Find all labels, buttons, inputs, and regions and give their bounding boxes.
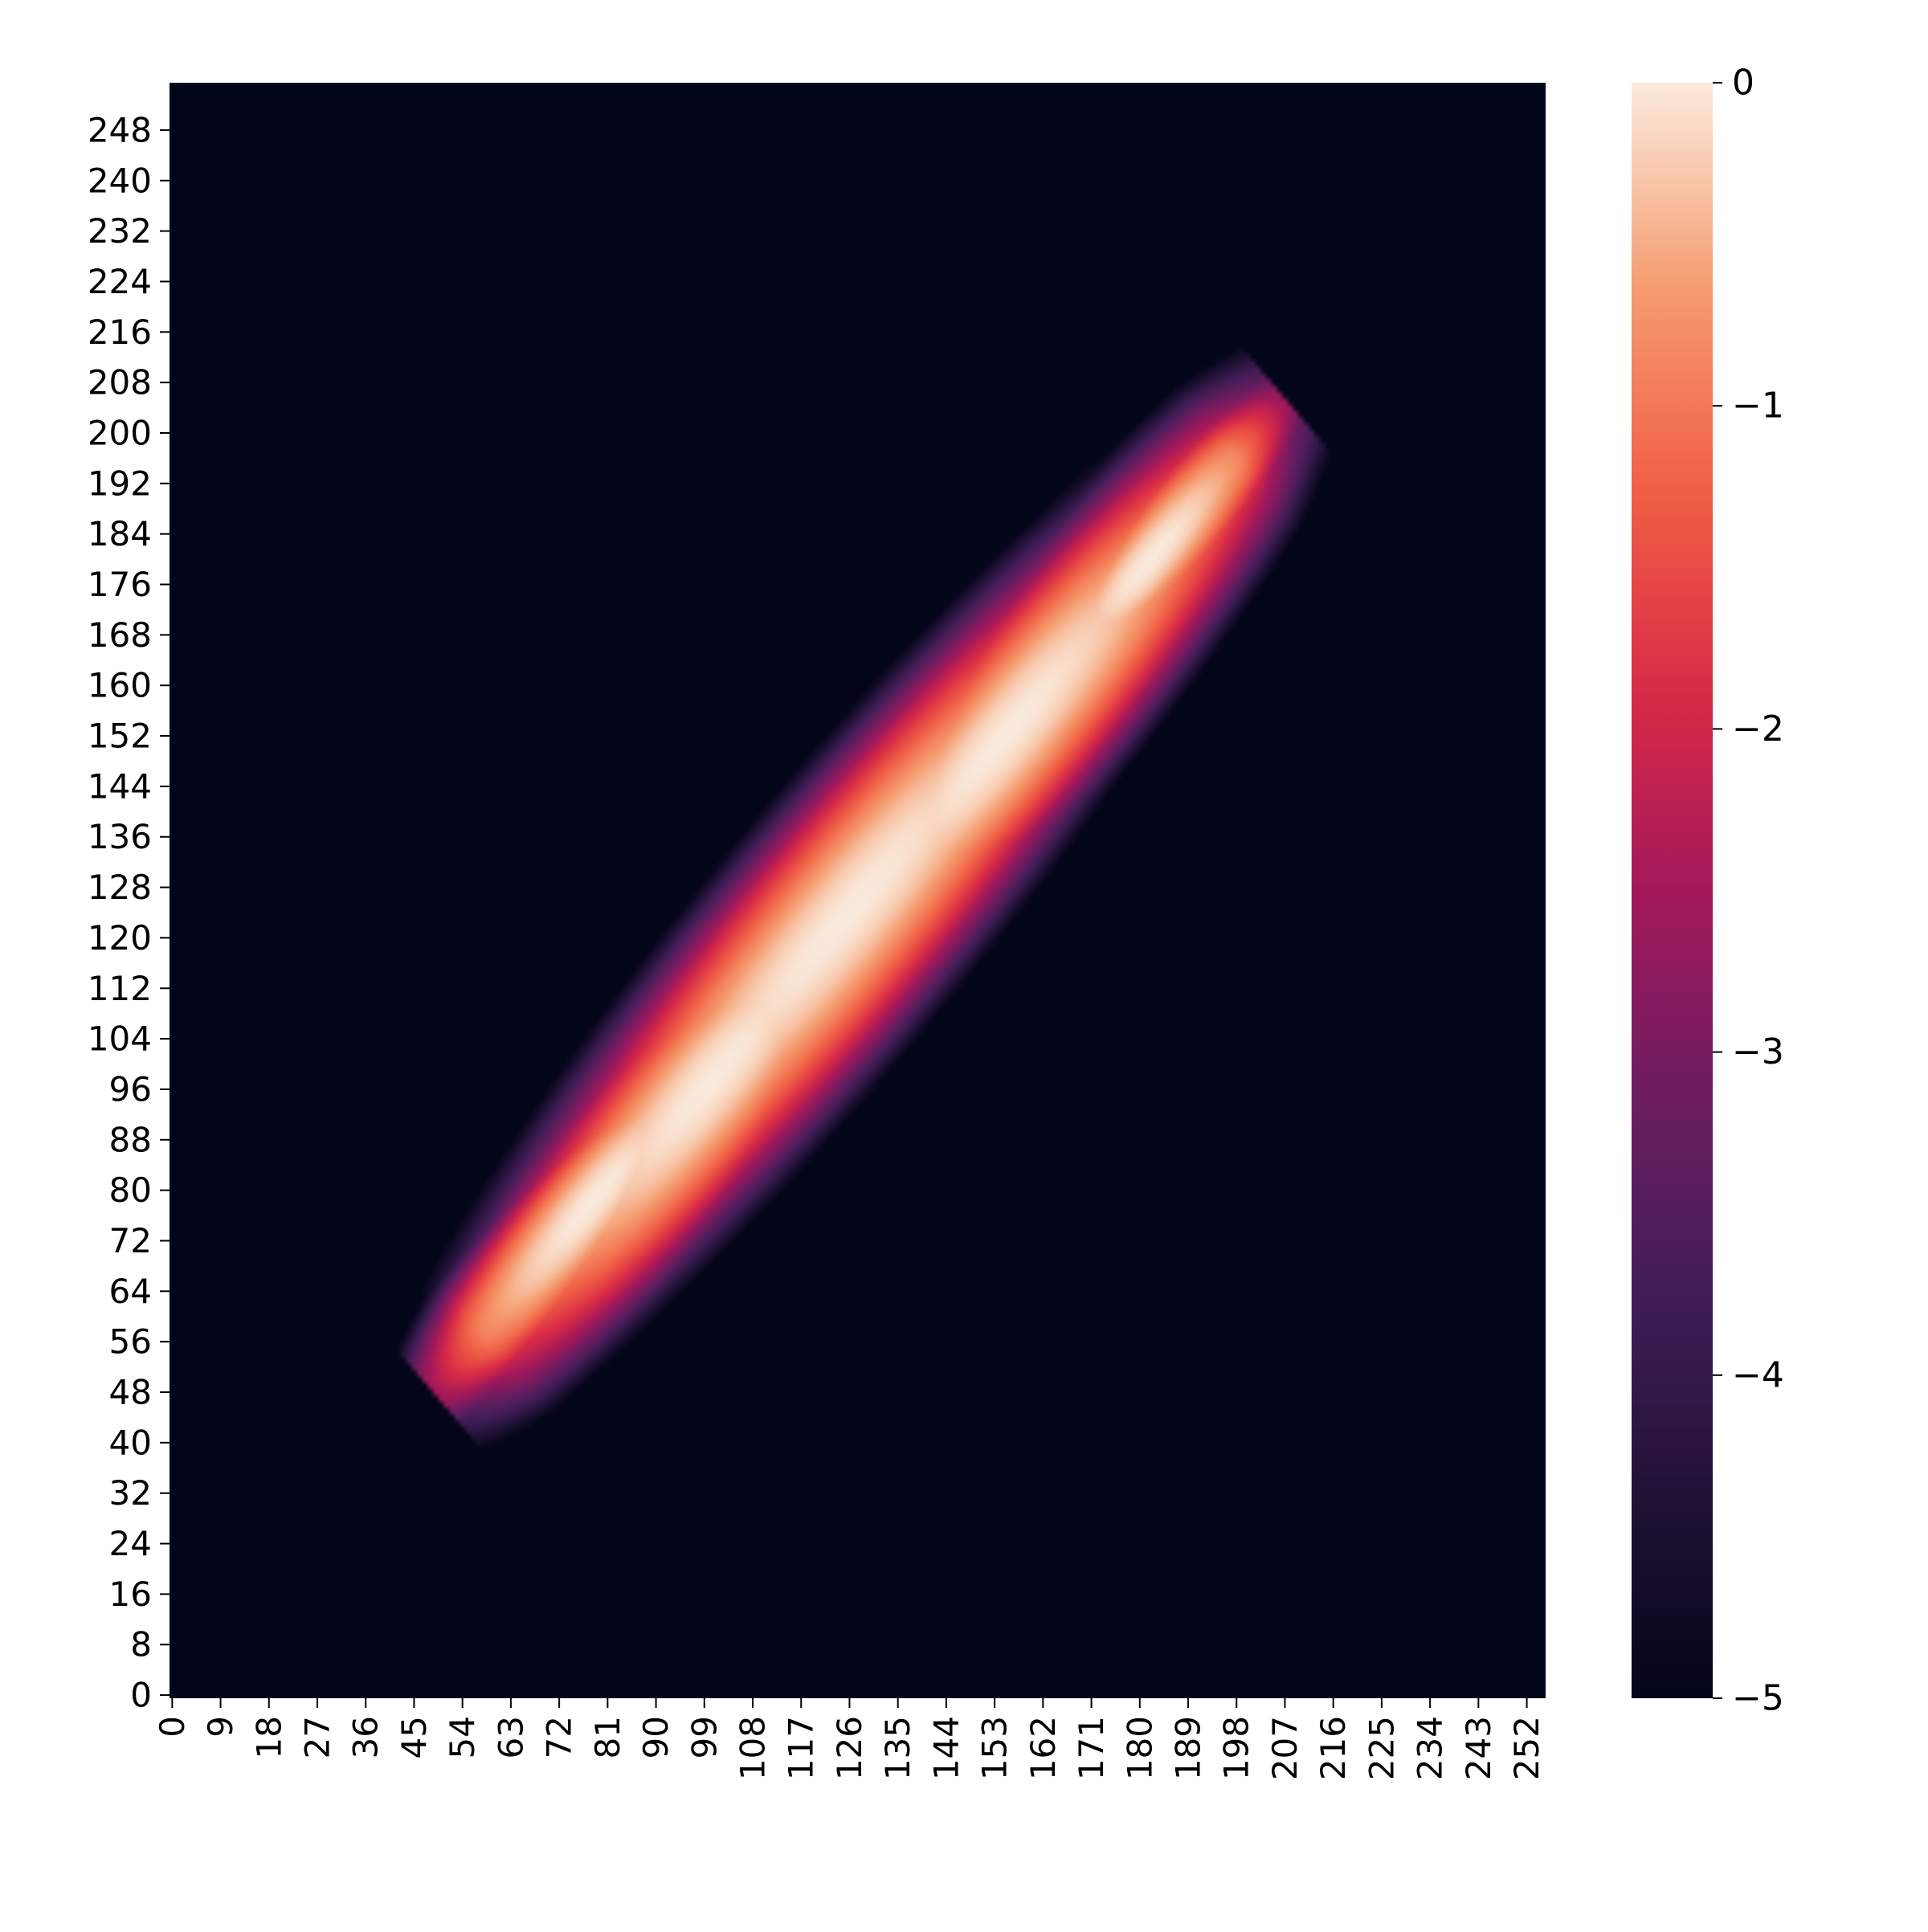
x-tick-label: 252: [1507, 1716, 1546, 1780]
colorbar-tick-label: −3: [1732, 1031, 1784, 1072]
x-tick-label: 18: [249, 1716, 288, 1758]
x-tick-label: 198: [1217, 1716, 1256, 1780]
x-tick-label: 171: [1072, 1716, 1111, 1780]
x-tick-label: 153: [975, 1716, 1015, 1780]
colorbar-tick-label: −4: [1732, 1354, 1784, 1395]
y-tick-label: 224: [88, 262, 152, 301]
y-tick-label: 56: [109, 1322, 152, 1362]
y-tick-label: 128: [88, 868, 152, 907]
y-tick-label: 0: [130, 1676, 152, 1715]
y-tick-label: 232: [88, 211, 152, 251]
x-tick-label: 144: [926, 1716, 966, 1780]
x-tick-label: 162: [1023, 1716, 1063, 1780]
x-tick-label: 0: [153, 1716, 192, 1738]
y-tick-label: 184: [88, 514, 152, 553]
x-tick-label: 189: [1169, 1716, 1208, 1780]
y-tick-label: 16: [109, 1575, 152, 1614]
colorbar-tick-label: −2: [1732, 709, 1784, 750]
x-tick-label: 54: [443, 1716, 482, 1758]
plot-area: [170, 83, 1546, 1698]
y-tick-label: 72: [109, 1221, 152, 1260]
y-tick-label: 176: [88, 565, 152, 604]
y-tick-label: 160: [88, 666, 152, 705]
y-tick-label: 64: [109, 1272, 152, 1311]
x-tick-label: 90: [636, 1716, 676, 1758]
y-tick-label: 152: [88, 717, 152, 756]
x-tick-label: 180: [1120, 1716, 1159, 1780]
x-axis: 0 9 18 27 36 45 54 63 72 81 90 99 108 117 126 135 144 153…: [153, 1698, 1546, 1780]
y-tick-label: 48: [109, 1373, 152, 1412]
colorbar-axis: 0 −1 −2 −3 −4 −5: [1713, 63, 1784, 1719]
y-tick-label: 88: [109, 1120, 152, 1159]
heatmap-cells: [170, 83, 1546, 1698]
colorbar-tick-label: 0: [1732, 63, 1754, 104]
x-tick-label: 225: [1362, 1716, 1401, 1780]
x-tick-label: 81: [588, 1716, 627, 1758]
colorbar-gradient: [1632, 83, 1713, 1698]
y-tick-label: 8: [130, 1625, 152, 1664]
x-tick-label: 135: [878, 1716, 917, 1780]
y-tick-label: 208: [88, 363, 152, 402]
y-tick-label: 168: [88, 615, 152, 655]
x-tick-label: 234: [1411, 1716, 1450, 1780]
y-tick-label: 112: [88, 969, 152, 1008]
x-tick-label: 243: [1459, 1716, 1498, 1780]
y-tick-label: 192: [88, 464, 152, 503]
x-tick-label: 36: [346, 1716, 386, 1758]
x-tick-label: 45: [394, 1716, 434, 1758]
y-tick-label: 248: [88, 110, 152, 149]
y-tick-label: 144: [88, 766, 152, 806]
x-tick-label: 117: [782, 1716, 821, 1780]
x-tick-label: 72: [540, 1716, 579, 1758]
colorbar-tick-label: −1: [1732, 386, 1784, 427]
x-tick-label: 63: [491, 1716, 530, 1758]
y-axis: 0 8 16 24 32 40 48 56 64 72 80 88 96 104 112 120 128 136 1…: [88, 110, 170, 1715]
y-tick-label: 136: [88, 817, 152, 856]
y-tick-label: 80: [109, 1170, 152, 1210]
y-tick-label: 120: [88, 918, 152, 958]
y-tick-label: 104: [88, 1019, 152, 1059]
x-tick-label: 99: [684, 1716, 724, 1758]
y-tick-label: 32: [109, 1473, 152, 1513]
colorbar: [1632, 83, 1713, 1698]
x-tick-label: 216: [1313, 1716, 1353, 1780]
y-tick-label: 240: [88, 161, 152, 200]
y-tick-label: 24: [109, 1524, 152, 1563]
y-tick-label: 200: [88, 413, 152, 452]
y-tick-label: 216: [88, 312, 152, 352]
x-tick-label: 108: [733, 1716, 773, 1780]
x-tick-label: 207: [1265, 1716, 1305, 1780]
y-tick-label: 96: [109, 1069, 152, 1109]
colorbar-tick-label: −5: [1732, 1678, 1784, 1719]
x-tick-label: 9: [201, 1716, 240, 1738]
x-tick-label: 126: [830, 1716, 869, 1780]
y-tick-label: 40: [109, 1423, 152, 1462]
x-tick-label: 27: [298, 1716, 337, 1758]
